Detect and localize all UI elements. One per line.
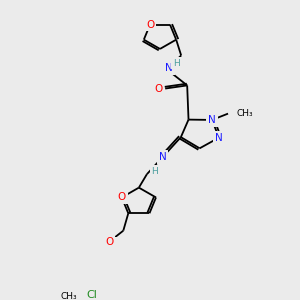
- Text: Cl: Cl: [87, 290, 98, 300]
- Text: N: N: [165, 63, 173, 73]
- Text: H: H: [152, 167, 158, 176]
- Text: CH₃: CH₃: [61, 292, 77, 300]
- Text: O: O: [118, 192, 126, 203]
- Text: O: O: [154, 84, 162, 94]
- Text: N: N: [215, 133, 223, 143]
- Text: N: N: [208, 115, 216, 125]
- Text: O: O: [105, 237, 113, 247]
- Text: H: H: [173, 59, 179, 68]
- Text: O: O: [146, 20, 154, 30]
- Text: N: N: [159, 152, 167, 162]
- Text: CH₃: CH₃: [236, 109, 253, 118]
